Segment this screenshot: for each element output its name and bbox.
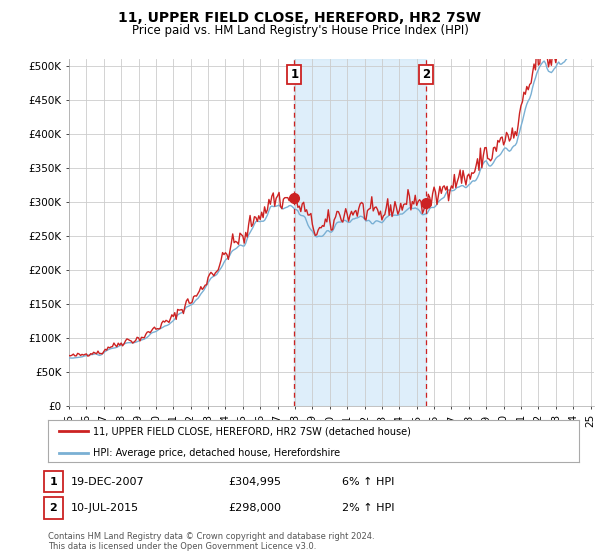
Text: 2% ↑ HPI: 2% ↑ HPI [342, 503, 395, 513]
Text: 11, UPPER FIELD CLOSE, HEREFORD, HR2 7SW (detached house): 11, UPPER FIELD CLOSE, HEREFORD, HR2 7SW… [93, 426, 411, 436]
Bar [295, 59, 426, 406]
Text: HPI: Average price, detached house, Herefordshire: HPI: Average price, detached house, Here… [93, 448, 340, 458]
Text: 1: 1 [50, 477, 57, 487]
Text: 2: 2 [50, 503, 57, 513]
Text: 6% ↑ HPI: 6% ↑ HPI [342, 477, 394, 487]
Text: Contains HM Land Registry data © Crown copyright and database right 2024.
This d: Contains HM Land Registry data © Crown c… [48, 532, 374, 552]
Text: 10-JUL-2015: 10-JUL-2015 [71, 503, 139, 513]
Text: 2: 2 [422, 68, 430, 81]
Text: 19-DEC-2007: 19-DEC-2007 [71, 477, 145, 487]
Text: Price paid vs. HM Land Registry's House Price Index (HPI): Price paid vs. HM Land Registry's House … [131, 24, 469, 36]
Text: 11, UPPER FIELD CLOSE, HEREFORD, HR2 7SW: 11, UPPER FIELD CLOSE, HEREFORD, HR2 7SW [119, 11, 482, 25]
Text: £298,000: £298,000 [228, 503, 281, 513]
Text: £304,995: £304,995 [228, 477, 281, 487]
Text: 1: 1 [290, 68, 299, 81]
